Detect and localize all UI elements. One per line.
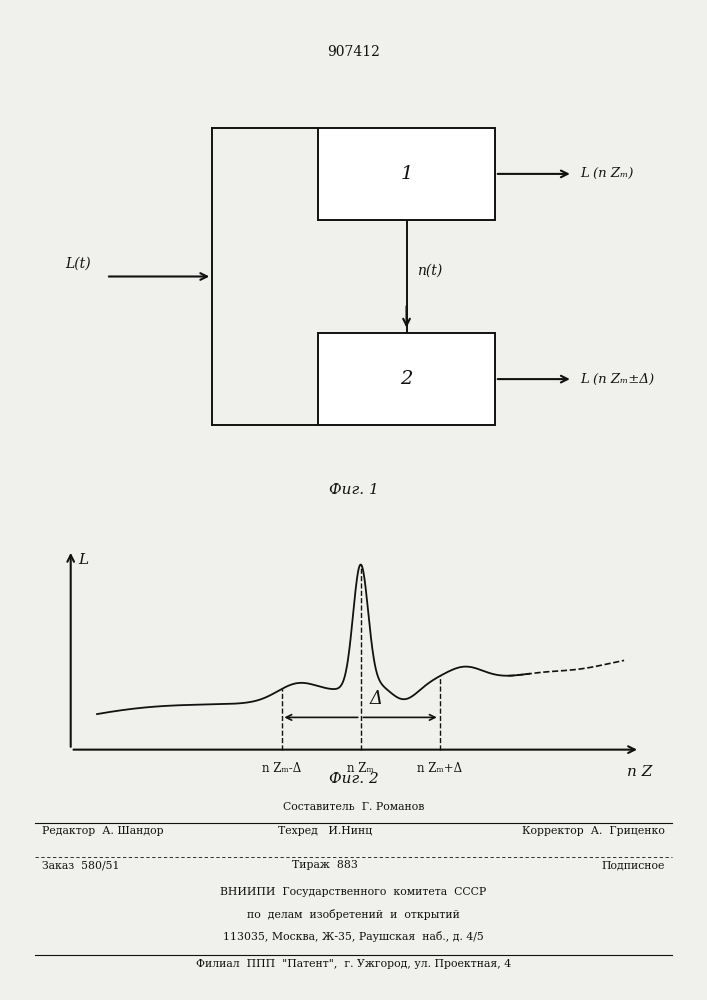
Bar <box>318 128 495 220</box>
Text: Филиал  ППП  "Патент",  г. Ужгород, ул. Проектная, 4: Филиал ППП "Патент", г. Ужгород, ул. Про… <box>196 959 511 969</box>
Text: L(t): L(t) <box>65 257 90 271</box>
Text: Корректор  А.  Гриценко: Корректор А. Гриценко <box>522 826 665 836</box>
Text: n Zₘ: n Zₘ <box>347 762 374 775</box>
Text: L: L <box>78 553 89 567</box>
Text: 113035, Москва, Ж-35, Раушская  наб., д. 4/5: 113035, Москва, Ж-35, Раушская наб., д. … <box>223 931 484 942</box>
Text: Подписное: Подписное <box>601 860 665 870</box>
Text: Техред   И.Нинц: Техред И.Нинц <box>278 826 373 836</box>
Text: 907412: 907412 <box>327 45 380 59</box>
Text: Фиг. 1: Фиг. 1 <box>329 483 378 497</box>
Text: Фиг. 2: Фиг. 2 <box>329 772 378 786</box>
Text: Составитель  Г. Романов: Составитель Г. Романов <box>283 802 424 812</box>
Text: n Z: n Z <box>627 765 653 779</box>
Text: Редактор  А. Шандор: Редактор А. Шандор <box>42 826 164 836</box>
Bar <box>318 333 495 425</box>
Text: L (n Zₘ±Δ): L (n Zₘ±Δ) <box>580 373 654 386</box>
Text: n(t): n(t) <box>417 264 443 278</box>
Text: 2: 2 <box>400 370 413 388</box>
Text: Заказ  580/51: Заказ 580/51 <box>42 860 120 870</box>
Text: 1: 1 <box>400 165 413 183</box>
Text: Δ: Δ <box>370 690 383 708</box>
Text: L (n Zₘ): L (n Zₘ) <box>580 167 633 180</box>
Text: n Zₘ-Δ: n Zₘ-Δ <box>262 762 301 775</box>
Text: ВНИИПИ  Государственного  комитета  СССР: ВНИИПИ Государственного комитета СССР <box>221 887 486 897</box>
Text: по  делам  изобретений  и  открытий: по делам изобретений и открытий <box>247 909 460 920</box>
Text: Тираж  883: Тираж 883 <box>292 860 358 870</box>
Text: n Zₘ+Δ: n Zₘ+Δ <box>417 762 462 775</box>
